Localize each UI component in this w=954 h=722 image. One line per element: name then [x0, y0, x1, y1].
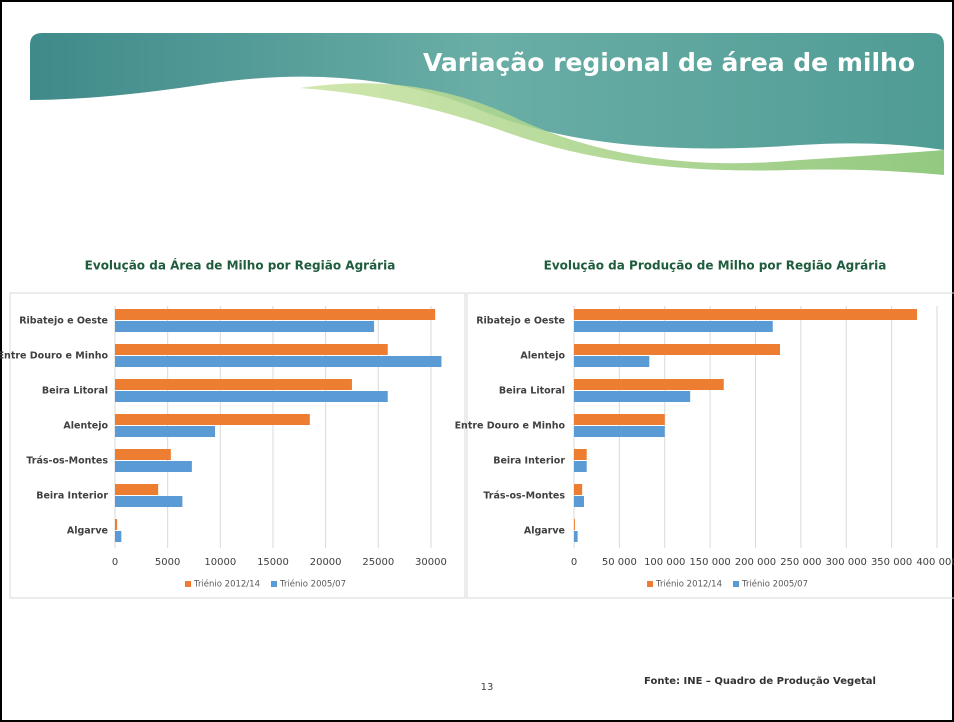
bar	[115, 321, 374, 332]
x-tick-label: 300 000	[826, 557, 867, 568]
y-tick-label: Algarve	[524, 526, 565, 537]
x-tick-label: 200 000	[735, 557, 776, 568]
x-tick-label: 250 000	[780, 557, 821, 568]
bar	[574, 379, 724, 390]
x-tick-label: 15000	[257, 557, 289, 568]
bar	[115, 356, 441, 367]
bar	[115, 426, 215, 437]
page-number: 13	[481, 682, 494, 693]
x-tick-label: 400 000	[916, 557, 954, 568]
y-tick-label: Alentejo	[520, 351, 565, 362]
bar	[574, 449, 587, 460]
bar	[574, 484, 582, 495]
y-tick-label: Beira Litoral	[42, 386, 108, 397]
bar	[115, 531, 121, 542]
x-tick-label: 350 000	[871, 557, 912, 568]
legend-swatch	[647, 581, 653, 587]
y-tick-label: Entre Douro e Minho	[0, 351, 108, 362]
bar	[115, 484, 158, 495]
slide-title: Variação regional de área de milho	[423, 48, 915, 77]
y-tick-label: Trás-os-Montes	[26, 456, 108, 467]
chart-title: Evolução da Produção de Milho por Região…	[544, 259, 887, 273]
bar	[574, 321, 773, 332]
x-tick-label: 0	[571, 557, 577, 568]
y-tick-label: Entre Douro e Minho	[455, 421, 566, 432]
bar	[574, 461, 587, 472]
x-tick-label: 25000	[362, 557, 394, 568]
bar	[574, 356, 649, 367]
bar	[574, 309, 917, 320]
x-tick-label: 100 000	[644, 557, 685, 568]
bar	[115, 391, 388, 402]
bar	[115, 379, 352, 390]
y-tick-label: Beira Litoral	[499, 386, 565, 397]
y-tick-label: Beira Interior	[493, 456, 565, 467]
bar	[115, 461, 192, 472]
bar	[115, 414, 310, 425]
legend-label: Triénio 2005/07	[741, 579, 808, 590]
bar	[115, 344, 388, 355]
legend-label: Triénio 2012/14	[193, 579, 260, 590]
x-tick-label: 50 000	[602, 557, 637, 568]
legend-swatch	[185, 581, 191, 587]
y-tick-label: Beira Interior	[36, 491, 108, 502]
bar	[574, 414, 665, 425]
legend-swatch	[271, 581, 277, 587]
legend-swatch	[733, 581, 739, 587]
x-tick-label: 150 000	[689, 557, 730, 568]
source-note: Fonte: INE – Quadro de Produção Vegetal	[644, 676, 876, 687]
bar	[115, 449, 171, 460]
x-tick-label: 5000	[155, 557, 180, 568]
x-tick-label: 0	[112, 557, 118, 568]
legend-label: Triénio 2012/14	[655, 579, 722, 590]
bar	[574, 496, 584, 507]
bar	[115, 309, 435, 320]
bar	[574, 519, 575, 530]
page: Variação regional de área de milho 13 Fo…	[0, 0, 954, 722]
y-tick-label: Algarve	[67, 526, 108, 537]
bar	[115, 519, 117, 530]
bar	[574, 391, 690, 402]
y-tick-label: Trás-os-Montes	[483, 491, 565, 502]
y-tick-label: Ribatejo e Oeste	[476, 316, 565, 327]
x-tick-label: 20000	[310, 557, 342, 568]
y-tick-label: Ribatejo e Oeste	[19, 316, 108, 327]
bar	[115, 496, 182, 507]
chart-title: Evolução da Área de Milho por Região Agr…	[85, 258, 396, 273]
x-tick-label: 10000	[204, 557, 236, 568]
bar	[574, 344, 780, 355]
y-tick-label: Alentejo	[63, 421, 108, 432]
x-tick-label: 30000	[415, 557, 447, 568]
bar	[574, 531, 578, 542]
slide: Variação regional de área de milho 13 Fo…	[0, 0, 954, 722]
bar	[574, 426, 665, 437]
legend-label: Triénio 2005/07	[279, 579, 346, 590]
